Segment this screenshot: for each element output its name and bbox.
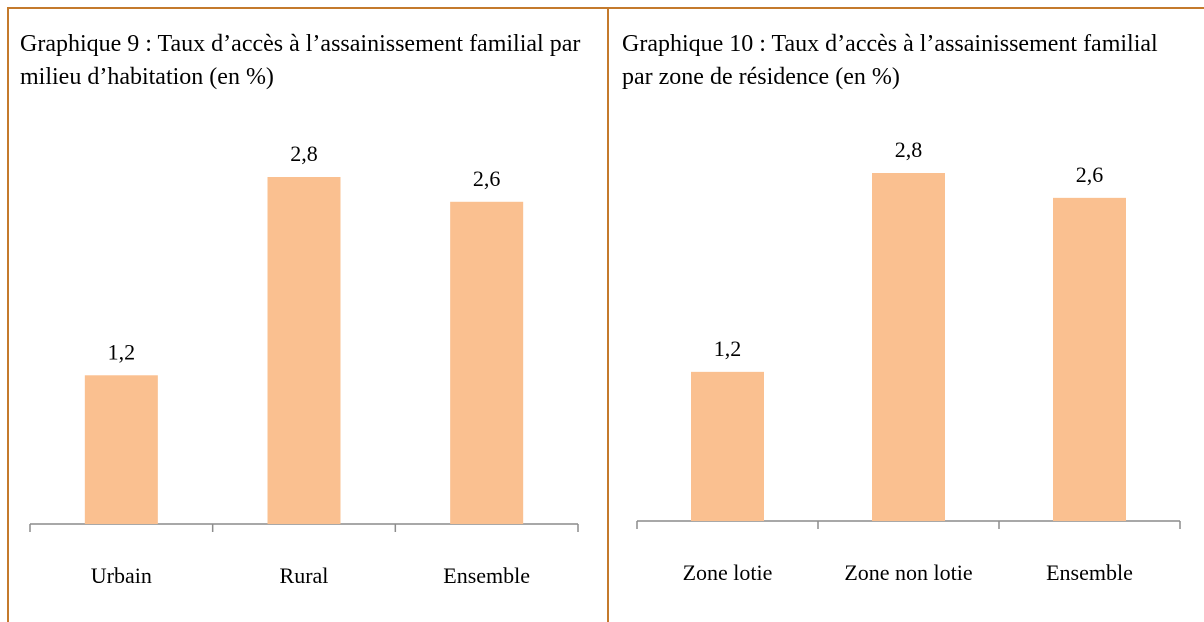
chart-title: Graphique 10 : Taux d’accès à l’assainis… <box>622 31 1158 90</box>
x-tick-label: Zone non lotie <box>844 560 972 585</box>
chart-title: Graphique 9 : Taux d’accès à l’assainiss… <box>20 31 581 90</box>
value-label: 2,8 <box>290 141 318 166</box>
x-tick-label: Ensemble <box>1046 560 1133 585</box>
bar <box>267 177 341 524</box>
value-label: 2,8 <box>895 137 923 162</box>
value-label: 1,2 <box>714 336 742 361</box>
value-label: 1,2 <box>108 339 136 364</box>
x-tick-label: Rural <box>280 563 329 588</box>
x-tick-label: Ensemble <box>443 563 530 588</box>
x-tick-label: Zone lotie <box>683 560 773 585</box>
value-label: 2,6 <box>1076 162 1104 187</box>
bar <box>450 201 524 525</box>
bar <box>872 173 945 521</box>
bar <box>1053 197 1126 521</box>
bar <box>691 371 764 521</box>
bar <box>84 375 158 524</box>
x-tick-label: Urbain <box>91 563 152 588</box>
divider <box>607 7 609 622</box>
frame <box>7 7 1204 622</box>
value-label: 2,6 <box>473 166 501 191</box>
